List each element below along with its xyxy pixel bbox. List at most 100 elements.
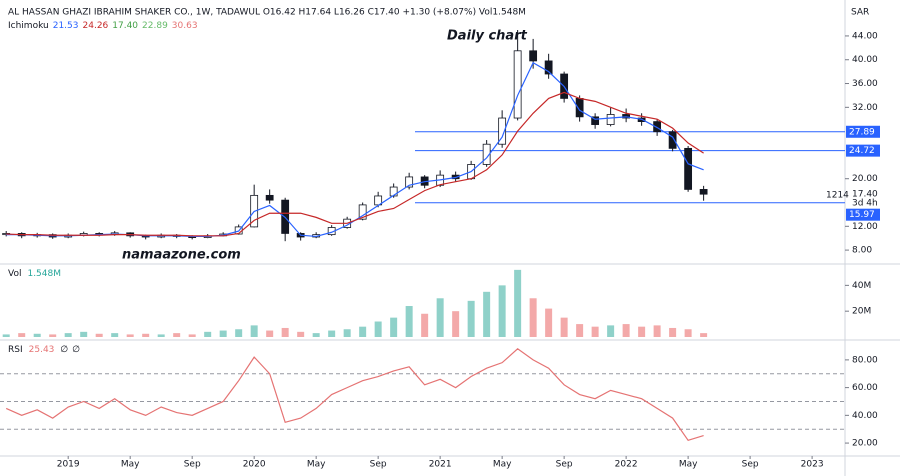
candle-body bbox=[606, 114, 615, 125]
annotation: Daily chart bbox=[447, 29, 528, 44]
annotation: 1214 bbox=[826, 191, 849, 201]
candle-body bbox=[513, 50, 522, 119]
candle-body bbox=[498, 117, 507, 145]
level-label: 15.97 bbox=[849, 210, 875, 220]
x-tick-label: Sep bbox=[556, 460, 573, 470]
volume-bar bbox=[421, 313, 429, 337]
marks: 8.00 12.00 20.00 32.00 36.00 40.00 44.00 20M 40M… bbox=[0, 29, 880, 470]
x-tick-label: 2020 bbox=[243, 460, 266, 470]
volume-bar bbox=[49, 334, 57, 337]
x-tick-label: May bbox=[121, 460, 140, 470]
y-tick-label: 40.00 bbox=[852, 411, 878, 421]
volume-bar bbox=[622, 324, 630, 337]
volume-bar bbox=[111, 333, 119, 337]
x-tick-label: Sep bbox=[742, 460, 759, 470]
volume-bar bbox=[142, 333, 150, 337]
y-tick-label: 36.00 bbox=[852, 79, 878, 89]
x-tick-label: 2021 bbox=[429, 460, 452, 470]
volume-bar bbox=[669, 327, 677, 337]
volume-bar bbox=[467, 300, 475, 337]
x-tick-label: Sep bbox=[370, 460, 387, 470]
volume-bar bbox=[219, 330, 227, 337]
chart-title: AL HASSAN GHAZI IBRAHIM SHAKER CO., 1W, … bbox=[8, 8, 526, 18]
level-label-box bbox=[846, 208, 880, 221]
volume-bar bbox=[684, 329, 692, 337]
volume-bar bbox=[560, 317, 568, 337]
volume-bar bbox=[483, 291, 491, 337]
last-price-box bbox=[846, 188, 880, 209]
volume-bar bbox=[157, 334, 165, 337]
indicator-value: 30.63 bbox=[172, 21, 198, 31]
y-tick-label: 20M bbox=[852, 307, 871, 317]
volume-bar bbox=[374, 321, 382, 337]
rsi-last: 25.43 bbox=[29, 345, 55, 355]
candle-body bbox=[591, 116, 600, 125]
volume-bar bbox=[250, 325, 258, 337]
volume-bar bbox=[2, 334, 10, 337]
volume-bar bbox=[18, 333, 26, 337]
x-tick-label: 2022 bbox=[615, 460, 638, 470]
volume-last: 1.548M bbox=[27, 269, 61, 279]
volume-bar bbox=[591, 326, 599, 337]
rsi-line bbox=[5, 348, 704, 442]
ichimoku-line bbox=[6, 91, 704, 237]
volume-bar bbox=[498, 285, 506, 337]
level-label-box bbox=[846, 125, 880, 138]
x-tick-label: 2023 bbox=[801, 460, 824, 470]
volume-bar bbox=[281, 327, 289, 337]
x-tick-label: May bbox=[679, 460, 698, 470]
indicator-value: 21.53 bbox=[53, 21, 79, 31]
candle-body bbox=[699, 189, 708, 195]
volume-bar bbox=[607, 325, 615, 337]
y-tick-label: 40.00 bbox=[852, 55, 878, 65]
y-tick-label: 80.00 bbox=[852, 355, 878, 365]
volume-bar bbox=[405, 306, 413, 337]
rsi-extra: ∅ bbox=[60, 345, 68, 355]
volume-bar bbox=[126, 334, 134, 337]
volume-bar bbox=[312, 333, 320, 337]
volume-bar bbox=[576, 324, 584, 337]
x-tick-label: May bbox=[493, 460, 512, 470]
volume-bar bbox=[95, 333, 103, 337]
volume-bar bbox=[188, 334, 196, 337]
volume-bar bbox=[33, 333, 41, 337]
y-tick-label: 8.00 bbox=[852, 246, 872, 256]
indicator-legend: Ichimoku 21.53 24.26 17.40 22.89 30.63 bbox=[8, 21, 198, 31]
volume-bar bbox=[514, 269, 522, 337]
y-tick-label: 20.00 bbox=[852, 439, 878, 449]
candle-body bbox=[544, 60, 553, 75]
x-tick-label: 2019 bbox=[57, 460, 80, 470]
candle-body bbox=[684, 147, 693, 190]
volume-bar bbox=[653, 325, 661, 337]
countdown: 3d 4h bbox=[852, 199, 878, 209]
volume-bar bbox=[436, 298, 444, 337]
currency: SAR bbox=[851, 8, 869, 18]
volume-bar bbox=[529, 298, 537, 337]
candle-body bbox=[668, 131, 677, 149]
indicator-value: 22.89 bbox=[142, 21, 168, 31]
volume-bar bbox=[173, 333, 181, 337]
candle-body bbox=[358, 204, 367, 220]
volume-bar bbox=[204, 331, 212, 337]
candle-body bbox=[265, 194, 274, 201]
rsi-name: RSI bbox=[8, 345, 23, 355]
volume-bar bbox=[297, 331, 305, 337]
y-tick-label: 12.00 bbox=[852, 222, 878, 232]
level-label: 24.72 bbox=[849, 146, 875, 156]
volume-bar bbox=[80, 331, 88, 337]
volume-bar bbox=[452, 311, 460, 337]
y-tick-label: 20.00 bbox=[852, 174, 878, 184]
volume-bar bbox=[266, 330, 274, 337]
y-tick-label: 60.00 bbox=[852, 383, 878, 393]
volume-bar bbox=[328, 330, 336, 337]
volume-bar bbox=[64, 333, 72, 337]
volume-bar bbox=[390, 317, 398, 337]
level-label: 27.89 bbox=[849, 127, 875, 137]
y-tick-label: 32.00 bbox=[852, 103, 878, 113]
annotation: namaazone.com bbox=[122, 248, 241, 263]
rsi-extra: ∅ bbox=[72, 345, 80, 355]
volume-name: Vol bbox=[8, 269, 21, 279]
volume-bar bbox=[235, 329, 243, 337]
volume-bar bbox=[359, 326, 367, 337]
